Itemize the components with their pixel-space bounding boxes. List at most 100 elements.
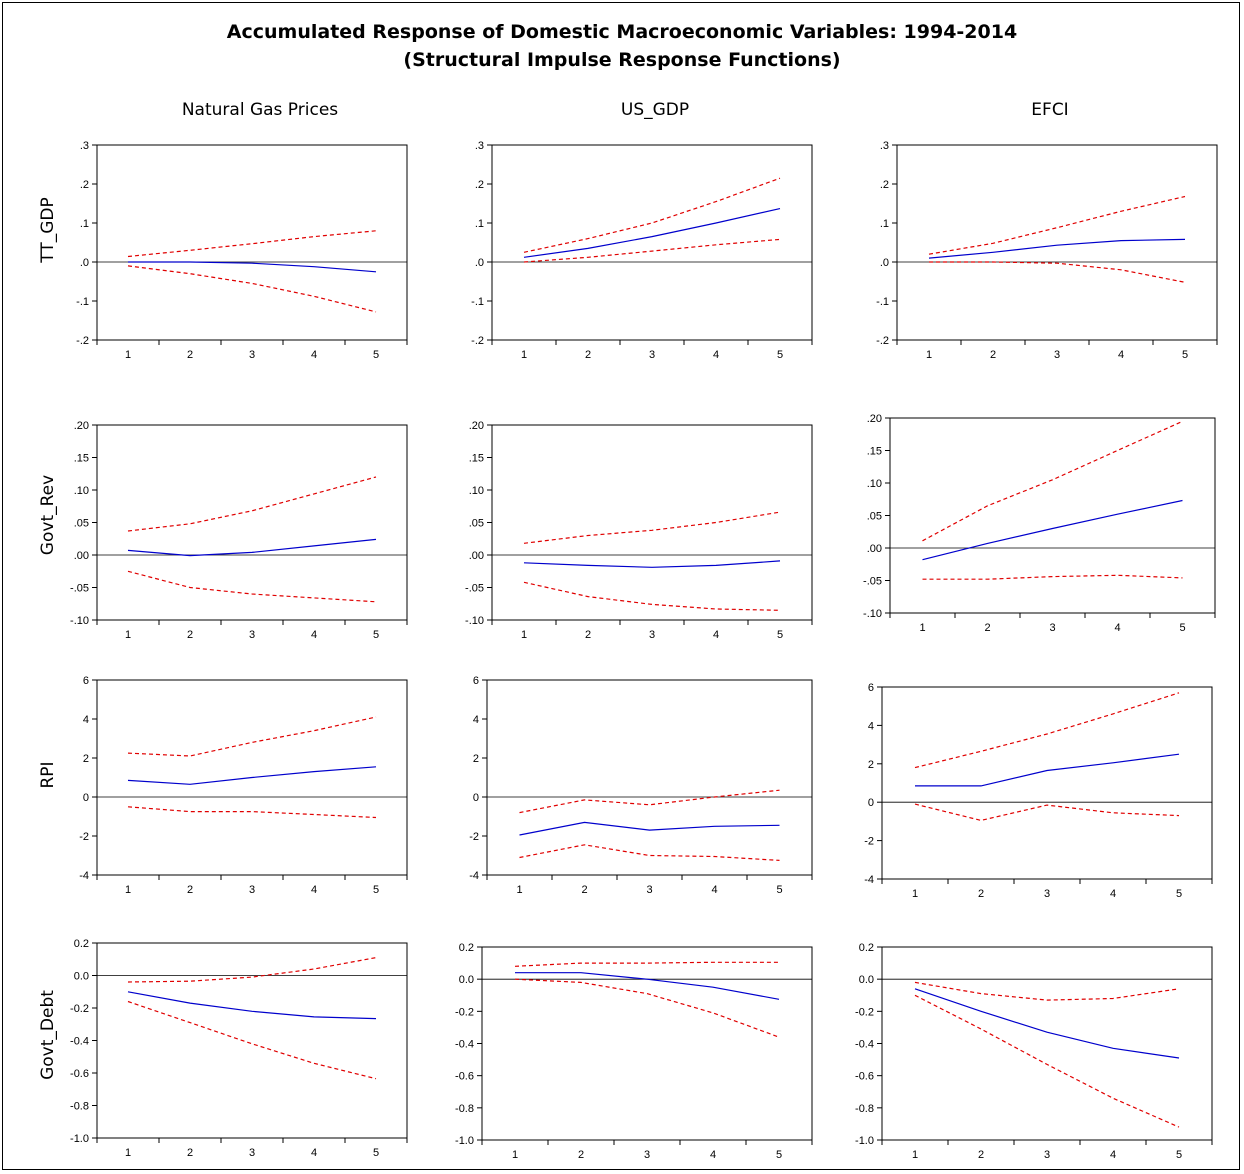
y-tick-label: .1 [880,218,889,230]
y-tick-label: 2 [868,759,874,771]
panel-frame [881,686,1213,880]
x-tick-label: 2 [978,888,984,900]
y-tick-label: 0.2 [859,942,874,954]
y-tick-label: -0.4 [455,1039,474,1051]
y-tick-label: -.10 [465,615,484,627]
panel-natural-gas-prices-rpi: -4 -2 0 2 4 6 1 2 3 4 5 [79,675,408,896]
y-tick-label: .2 [475,179,484,191]
panel-efci-govt-debt: -1.0 -0.8 -0.6 -0.4 -0.2 0.0 0.2 1 2 3 4 5 [855,942,1213,1161]
x-tick-label: 3 [649,629,655,641]
x-tick-label: 1 [919,622,925,634]
y-tick-label: -1.0 [855,1135,874,1147]
x-tick-label: 1 [912,888,918,900]
lower-band-line [922,574,1183,580]
panel-frame [896,144,1218,341]
x-tick-label: 3 [249,884,255,896]
y-tick-label: 0 [83,792,89,804]
y-tick-label: 4 [868,720,874,732]
lower-band-line [519,844,780,861]
y-tick-label: .20 [74,420,89,432]
panel-frame [96,679,408,876]
upper-band-line [127,957,377,983]
response-line [519,821,780,836]
x-tick-label: 4 [711,884,717,896]
x-tick-label: 1 [125,349,131,361]
x-tick-label: 2 [187,1147,193,1159]
x-tick-label: 4 [311,884,317,896]
x-tick-label: 2 [578,1149,584,1161]
panel-us-gdp-tt-gdp: -.2 -.1 .0 .1 .2 .3 1 2 3 4 5 [471,140,813,361]
panel-frame [96,144,408,341]
lower-band-line [127,265,377,313]
x-tick-label: 3 [646,884,652,896]
upper-band-line [519,789,780,814]
lower-band-line [523,581,781,611]
y-tick-label: -0.4 [70,1036,89,1048]
y-tick-label: -0.6 [455,1071,474,1083]
y-tick-label: -.10 [70,615,89,627]
response-line [127,538,377,557]
response-line [922,499,1183,561]
y-tick-label: 6 [473,675,479,687]
y-tick-label: .3 [475,140,484,152]
x-tick-label: 4 [1118,349,1124,361]
y-tick-label: .00 [74,550,89,562]
x-tick-label: 2 [984,622,990,634]
y-tick-label: -.05 [70,583,89,595]
y-tick-label: .05 [867,511,882,523]
y-tick-label: 4 [473,714,479,726]
y-tick-label: .1 [80,218,89,230]
upper-band-line [127,716,377,757]
y-tick-label: .15 [74,453,89,465]
panel-frame [96,942,408,1139]
y-tick-label: .00 [469,550,484,562]
x-tick-label: 2 [187,629,193,641]
y-tick-label: .0 [80,257,89,269]
panel-us-gdp-rpi: -4 -2 0 2 4 6 1 2 3 4 5 [469,675,813,896]
y-tick-label: -.1 [76,296,89,308]
upper-band-line [514,961,779,967]
y-tick-label: 0 [868,797,874,809]
y-tick-label: -0.8 [455,1103,474,1115]
x-tick-label: 5 [373,629,379,641]
panel-frame [889,417,1216,614]
x-tick-label: 4 [713,349,719,361]
panel-frame [491,144,813,341]
panel-frame [481,946,813,1141]
y-tick-label: .00 [867,543,882,555]
y-tick-label: 4 [83,714,89,726]
y-tick-label: -0.2 [455,1006,474,1018]
y-tick-label: 6 [868,682,874,694]
y-tick-label: .2 [80,179,89,191]
lower-band-line [914,994,1180,1128]
response-line [915,753,1180,787]
x-tick-label: 4 [311,629,317,641]
x-tick-label: 4 [1110,888,1116,900]
panel-natural-gas-prices-govt-debt: -1.0 -0.8 -0.6 -0.4 -0.2 0.0 0.2 1 2 3 4 5 [70,938,408,1159]
y-tick-label: .1 [475,218,484,230]
x-tick-label: 5 [776,1149,782,1161]
x-tick-label: 5 [373,884,379,896]
x-tick-label: 1 [912,1149,918,1161]
x-tick-label: 5 [1182,349,1188,361]
x-tick-label: 1 [516,884,522,896]
x-tick-label: 2 [978,1149,984,1161]
y-tick-label: -1.0 [455,1135,474,1147]
panel-us-gdp-govt-rev: -.10 -.05 .00 .05 .10 .15 .20 1 2 3 4 5 [465,420,813,641]
y-tick-label: 0.2 [459,942,474,954]
panel-us-gdp-govt-debt: -1.0 -0.8 -0.6 -0.4 -0.2 0.0 0.2 1 2 3 4 5 [455,942,813,1161]
response-line [523,208,781,258]
y-tick-label: -0.4 [855,1039,874,1051]
x-tick-label: 5 [777,349,783,361]
panel-efci-tt-gdp: -.2 -.1 .0 .1 .2 .3 1 2 3 4 5 [876,140,1218,361]
y-tick-label: -0.6 [70,1068,89,1080]
x-tick-label: 3 [249,349,255,361]
y-tick-label: -0.2 [70,1003,89,1015]
y-tick-label: 2 [473,753,479,765]
x-tick-label: 5 [776,884,782,896]
x-tick-label: 3 [649,349,655,361]
y-tick-label: .15 [469,453,484,465]
y-tick-label: .20 [867,413,882,425]
x-tick-label: 5 [1179,622,1185,634]
y-tick-label: -4 [469,870,479,882]
